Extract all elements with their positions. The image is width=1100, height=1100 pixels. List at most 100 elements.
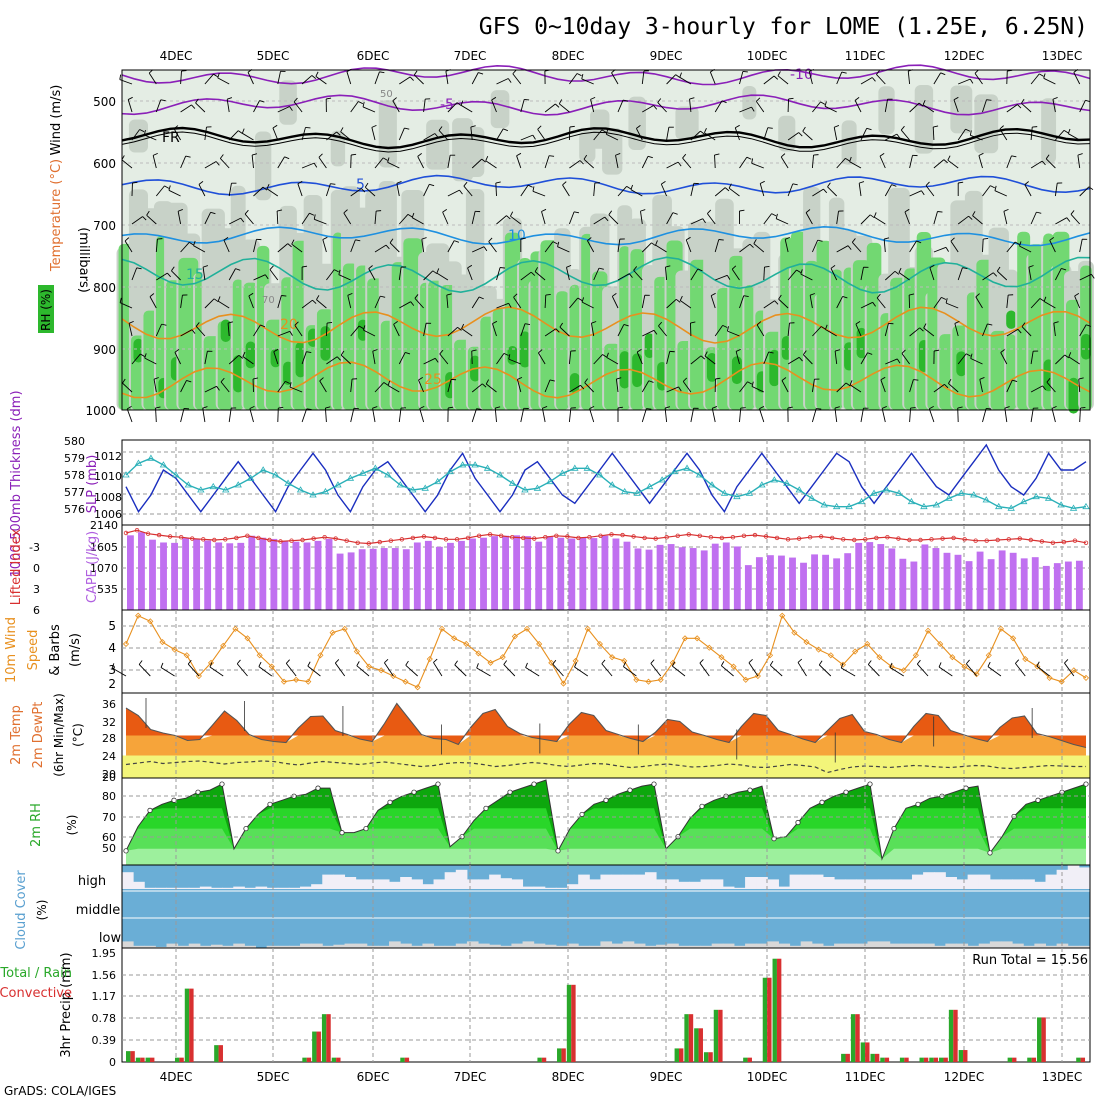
wind-barb-flag	[210, 211, 216, 215]
precip-total-bar	[135, 1057, 141, 1062]
wind-barb-flag	[272, 124, 278, 129]
wind-barb	[557, 246, 570, 253]
wind-barb	[1030, 298, 1041, 309]
wind-barb-flag	[383, 382, 389, 386]
wind-barb	[830, 268, 838, 281]
lifted-index-marker	[576, 535, 581, 541]
wind-speed-marker	[766, 652, 774, 659]
wind-barb-flag	[322, 236, 328, 240]
wind-speed-marker	[1046, 674, 1053, 681]
cloud-high-gap	[611, 874, 624, 889]
wind-barb	[131, 129, 141, 141]
wind10m-barb	[867, 664, 880, 677]
wind-barb-flag	[1077, 153, 1083, 156]
wind-speed-marker	[633, 676, 640, 683]
lifted-index-marker	[907, 537, 912, 543]
lifted-index-marker	[1006, 537, 1011, 542]
cloud-high-gap	[700, 879, 713, 889]
isotherm-label-10: 10	[508, 228, 526, 244]
cloud-layer-label-low: low	[99, 931, 122, 946]
wind-barb-flag	[457, 326, 462, 331]
lifted-index-marker	[256, 535, 261, 541]
surface-barb	[324, 408, 327, 423]
wind-barb-flag	[508, 303, 512, 308]
surface-barb	[1004, 408, 1008, 423]
thickness-marker	[808, 494, 816, 501]
wind-barb-flag	[343, 209, 348, 214]
cape-bar	[722, 542, 730, 610]
wind-barb-flag	[896, 133, 901, 139]
wind-barb-flag	[929, 264, 935, 269]
rh-marker	[795, 819, 801, 826]
wind-barb-flag	[944, 384, 949, 389]
wind-barb	[714, 100, 723, 113]
wind-barb-flag	[389, 238, 394, 244]
wind-barb	[1024, 184, 1032, 197]
wind-barb	[884, 99, 889, 113]
pressure-tick-900: 900	[93, 343, 116, 357]
cloud-high-gap	[377, 879, 390, 889]
wind-barb-flag	[751, 158, 754, 164]
wind-speed-marker	[268, 663, 275, 670]
wind-barb-flag	[485, 155, 489, 161]
date-label-bottom-7DEC: 7DEC	[454, 1070, 487, 1084]
cloud-high-gap	[522, 886, 535, 889]
thickness-marker	[259, 466, 267, 473]
cape-bar	[910, 561, 918, 610]
isotherm-label-20: 20	[280, 317, 298, 333]
wind10m-barb-flag	[307, 661, 311, 667]
wind-barb-flag	[994, 185, 997, 191]
wind-barb-flag	[371, 124, 377, 128]
wind-barb-flag	[404, 127, 410, 130]
rh-area-dark	[644, 333, 655, 359]
thickness-marker	[583, 464, 592, 471]
wind-barb	[198, 184, 206, 197]
precip-total-bar	[174, 1057, 180, 1062]
wind-barb-flag	[1017, 329, 1022, 334]
wind-barb	[350, 379, 353, 393]
cape-bar	[535, 541, 543, 610]
wind10m-barb	[454, 664, 467, 677]
wind-speed-marker	[317, 652, 324, 659]
cloud-high-gap	[867, 879, 880, 889]
precip-total-bar	[948, 1009, 954, 1062]
cloud-low-gap	[889, 943, 902, 948]
wind-barb-flag	[867, 352, 873, 355]
wind-barb-flag	[287, 243, 292, 248]
wind-barb	[690, 355, 702, 365]
precip-convective-bar	[678, 1048, 684, 1062]
wind-barb-flag	[1052, 97, 1058, 100]
wind-barb-flag	[771, 213, 777, 217]
date-label-bottom-4DEC: 4DEC	[160, 1070, 193, 1084]
rh-area-mid	[866, 242, 882, 410]
date-label-top-11DEC: 11DEC	[845, 49, 885, 63]
cape-tick-2140: 2140	[90, 519, 118, 532]
cloud-high-gap	[578, 874, 590, 889]
wind-tick-2: 2	[108, 677, 116, 691]
wind-barb-flag	[312, 299, 317, 304]
cloud-high-gap	[889, 879, 902, 889]
wind-barb-flag	[1014, 241, 1020, 245]
cloud-high-gap	[667, 879, 679, 889]
rh-area-upper	[490, 90, 510, 129]
wind-barb-flag	[1053, 321, 1059, 324]
precip-convective-bar	[1041, 1017, 1046, 1062]
wind-barb	[641, 156, 649, 169]
wind-speed-marker	[147, 618, 154, 625]
wind-barb	[641, 380, 650, 393]
rh-marker	[315, 785, 321, 791]
wind10m-barb-flag	[503, 660, 508, 665]
wind-barb	[727, 330, 740, 337]
wind-barb-flag	[950, 237, 955, 242]
precip-total-bar	[400, 1057, 405, 1062]
lifted-index-axis-label: Lifted Index	[9, 528, 24, 605]
rh-marker	[555, 848, 561, 854]
surface-barb-flag	[665, 406, 671, 409]
cape-bar	[215, 542, 223, 610]
wind-barb	[374, 157, 384, 169]
lifted-index-marker	[863, 537, 868, 542]
wind-barb-flag	[434, 133, 439, 138]
wind-barb	[294, 324, 303, 337]
lifted-index-marker	[267, 537, 272, 543]
